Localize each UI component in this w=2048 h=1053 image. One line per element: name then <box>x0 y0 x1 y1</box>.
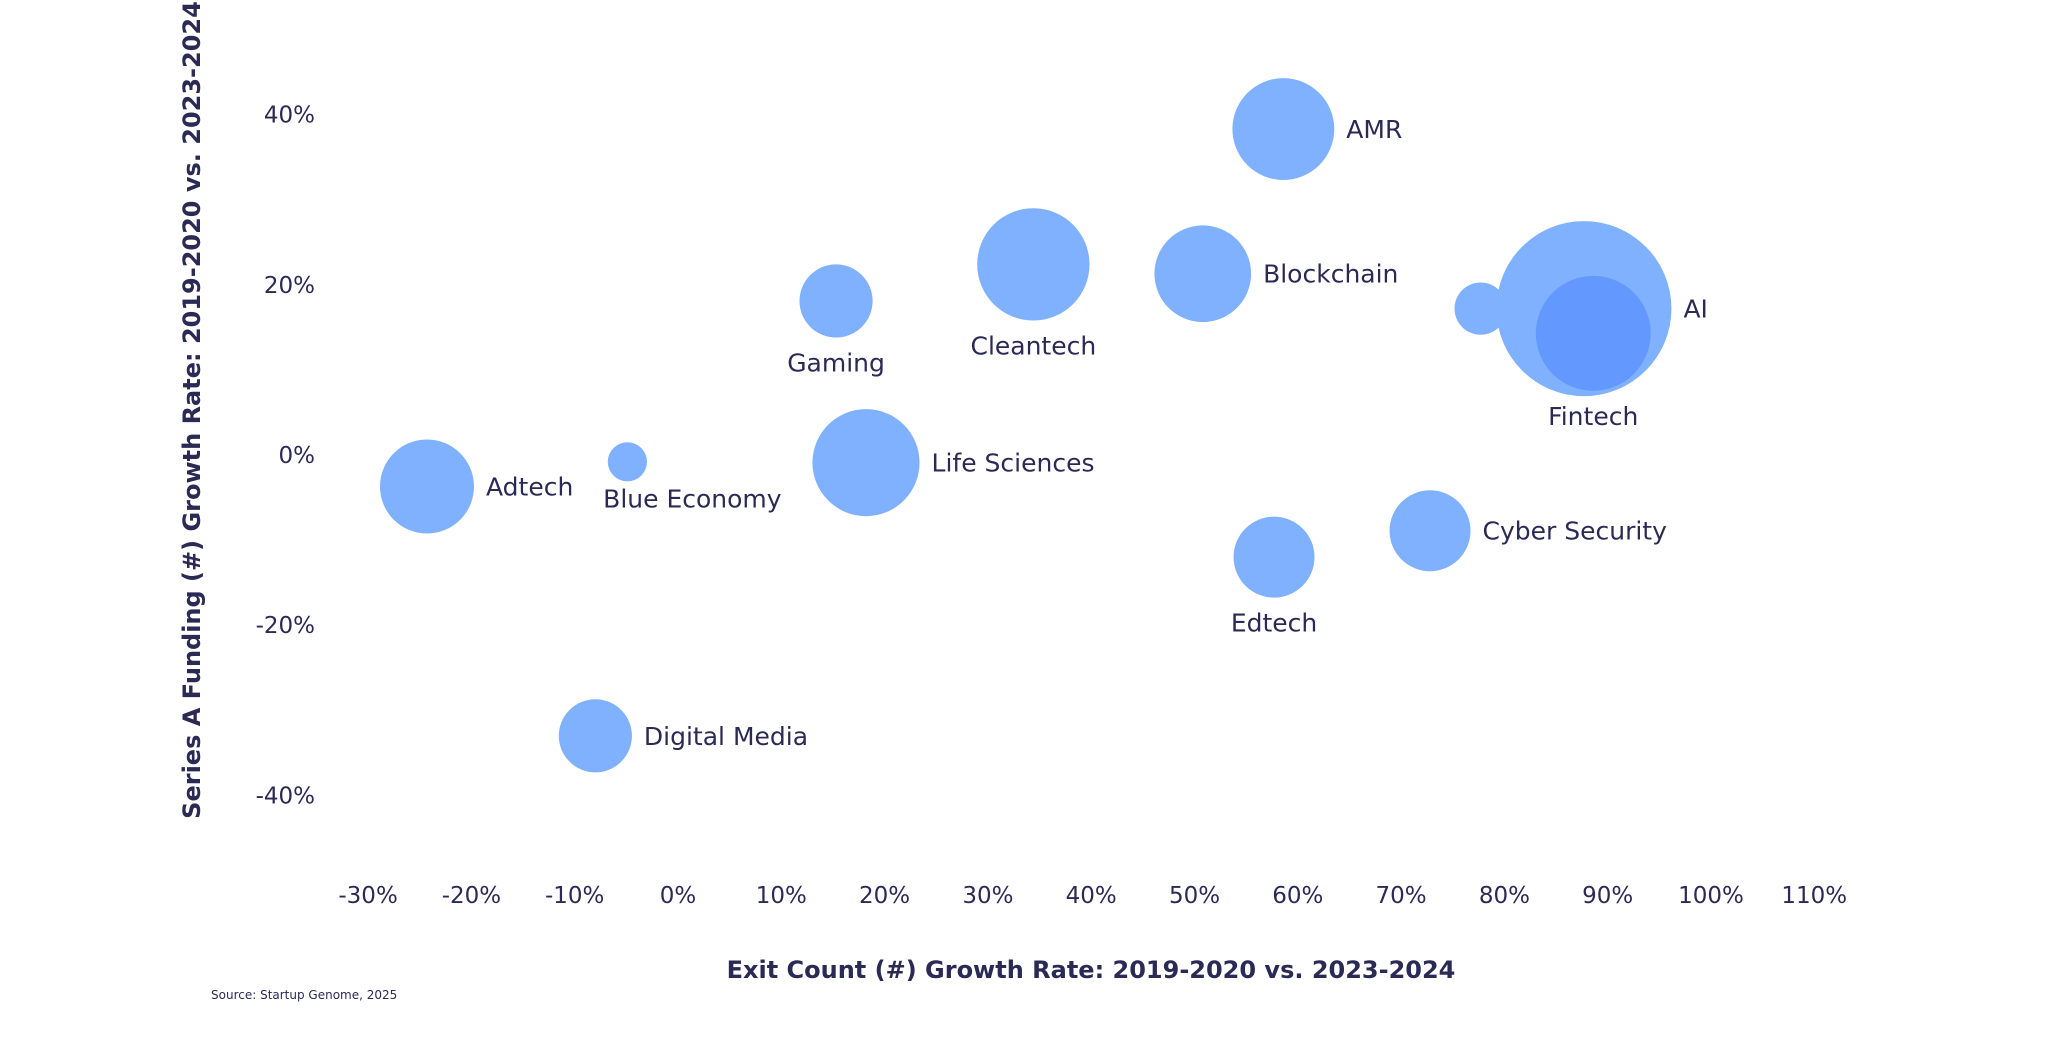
bubble-digital-media <box>558 699 632 773</box>
x-tick-label: 70% <box>1376 883 1427 909</box>
y-tick-label: 0% <box>279 443 316 469</box>
x-tick-label: 20% <box>859 883 910 909</box>
bubble-label: Cyber Security <box>1483 517 1668 546</box>
bubble-cleantech <box>977 208 1090 321</box>
bubble-gaming <box>799 264 873 338</box>
bubble-labels: AMR Cleantech Blockchain Gaming AI Fintech Adt… <box>486 115 1708 751</box>
bubble-cyber-security <box>1389 490 1471 572</box>
bubble-label: Digital Media <box>644 722 808 751</box>
x-tick-label: -30% <box>338 883 397 909</box>
y-axis-ticks: 40% 20% 0% -20% -40% <box>256 103 315 810</box>
bubble-label: AI <box>1683 295 1707 324</box>
x-tick-label: 90% <box>1582 883 1633 909</box>
bubble-edtech <box>1233 516 1315 598</box>
bubble-label: AMR <box>1346 115 1402 144</box>
bubble-label: Edtech <box>1231 609 1317 638</box>
y-tick-label: 40% <box>264 103 315 129</box>
bubble-fintech <box>1535 275 1651 391</box>
bubble-unlabeled <box>1454 282 1507 335</box>
x-tick-label: 110% <box>1781 883 1847 909</box>
bubble-blockchain <box>1154 225 1252 323</box>
bubble-label: Cleantech <box>970 332 1096 361</box>
bubble-adtech <box>379 439 474 534</box>
x-tick-label: -10% <box>545 883 604 909</box>
x-tick-label: 40% <box>1066 883 1117 909</box>
y-tick-label: 20% <box>264 273 315 299</box>
bubble-life-sciences <box>812 409 920 517</box>
y-axis-title: Series A Funding (#) Growth Rate: 2019-2… <box>178 1 206 819</box>
x-tick-label: 100% <box>1678 883 1744 909</box>
y-tick-label: -40% <box>256 783 315 809</box>
bubble-label: Fintech <box>1548 402 1638 431</box>
bubbles <box>379 78 1672 773</box>
source-note: Source: Startup Genome, 2025 <box>211 988 397 1002</box>
bubble-blue-economy <box>607 442 647 482</box>
bubble-label: Life Sciences <box>932 449 1095 478</box>
x-tick-label: -20% <box>442 883 501 909</box>
bubble-label: Adtech <box>486 472 573 501</box>
bubble-label: Blockchain <box>1263 260 1398 289</box>
y-tick-label: -20% <box>256 613 315 639</box>
x-tick-label: 10% <box>756 883 807 909</box>
bubble-label: Blue Economy <box>603 484 782 513</box>
x-tick-label: 80% <box>1479 883 1530 909</box>
bubble-label: Gaming <box>787 349 885 378</box>
x-axis-title: Exit Count (#) Growth Rate: 2019-2020 vs… <box>727 956 1456 984</box>
bubble-amr <box>1232 78 1335 181</box>
x-tick-label: 60% <box>1272 883 1323 909</box>
x-axis-ticks: -30% -20% -10% 0% 10% 20% 30% 40% 50% 60% 70% 80% 90… <box>338 883 1847 909</box>
x-tick-label: 50% <box>1169 883 1220 909</box>
x-tick-label: 30% <box>962 883 1013 909</box>
x-tick-label: 0% <box>660 883 697 909</box>
